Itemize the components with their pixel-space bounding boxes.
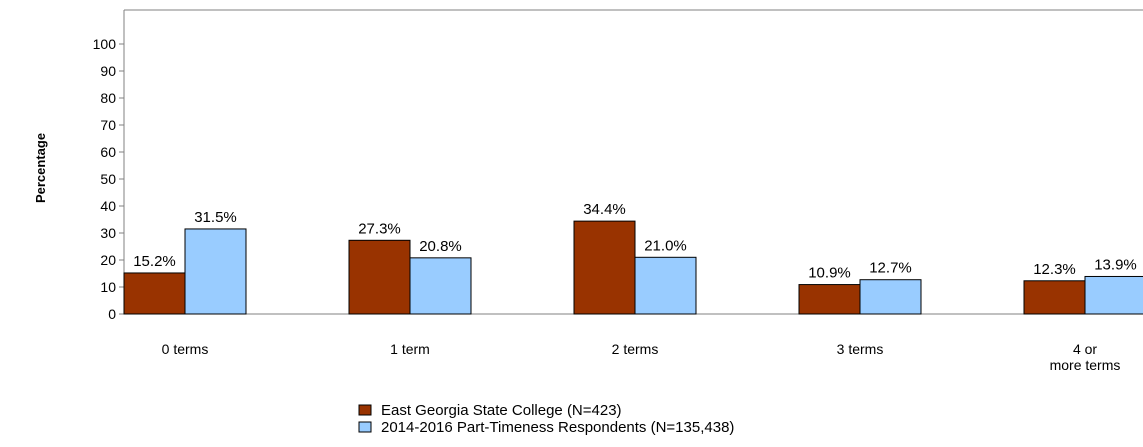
y-tick-label: 80 — [100, 90, 116, 106]
y-tick-label: 60 — [100, 144, 116, 160]
data-label: 15.2% — [133, 253, 176, 270]
data-label: 20.8% — [419, 238, 462, 255]
y-axis-label: Percentage — [33, 133, 48, 203]
y-tick-label: 0 — [108, 306, 116, 322]
data-label: 31.5% — [194, 209, 237, 226]
data-labels: 15.2% 27.3% 34.4% 10.9% 12.3% 31.5% 20.8% 21.0%… — [133, 201, 1137, 281]
category-label: 3 terms — [837, 341, 884, 357]
category-label: 1 term — [390, 341, 430, 357]
legend-label: 2014-2016 Part-Timeness Respondents (N=1… — [381, 419, 734, 436]
y-tick-label: 90 — [100, 63, 116, 79]
data-label: 10.9% — [808, 265, 851, 282]
y-tick-label: 40 — [100, 198, 116, 214]
category-label: 2 terms — [612, 341, 659, 357]
category-label: 0 terms — [162, 341, 209, 357]
bar-college — [1023, 280, 1086, 315]
legend-swatch — [358, 404, 372, 416]
legend: East Georgia State College (N=423)2014-2… — [358, 402, 734, 436]
bar-respondents — [184, 228, 247, 315]
bar-respondents — [859, 279, 922, 315]
bar-respondents — [409, 257, 472, 315]
y-tick-label: 20 — [100, 252, 116, 268]
category-label: more terms — [1050, 357, 1121, 373]
category-label: 4 or — [1073, 341, 1097, 357]
legend-swatch — [358, 421, 372, 433]
y-tick-label: 30 — [100, 225, 116, 241]
bar-college — [798, 284, 861, 315]
y-tick-label: 100 — [93, 36, 117, 52]
data-label: 34.4% — [583, 201, 626, 218]
data-label: 27.3% — [358, 220, 401, 237]
bars — [123, 220, 1143, 315]
bar-college — [348, 239, 411, 315]
y-tick-label: 70 — [100, 117, 116, 133]
data-label: 12.7% — [869, 260, 912, 277]
y-tick-label: 10 — [100, 279, 116, 295]
data-label: 12.3% — [1033, 261, 1076, 278]
y-tick-label: 50 — [100, 171, 116, 187]
legend-label: East Georgia State College (N=423) — [381, 402, 622, 419]
bar-college — [573, 220, 636, 315]
y-axis: 0 10 20 30 40 50 60 70 80 90 100 — [93, 9, 1143, 322]
data-label: 13.9% — [1094, 256, 1137, 273]
bar-respondents — [634, 256, 697, 315]
bar-respondents — [1084, 275, 1143, 315]
data-label: 21.0% — [644, 237, 687, 254]
bar-college — [123, 272, 186, 315]
